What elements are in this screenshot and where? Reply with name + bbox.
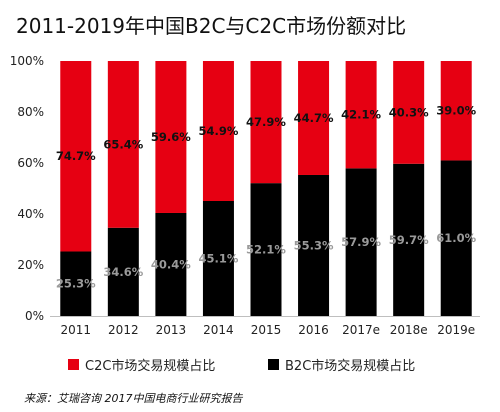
data-label-b2c: 61.0% — [436, 231, 476, 245]
y-tick-label: 20% — [17, 258, 44, 272]
bar-c2c — [345, 61, 377, 169]
bar-b2c — [60, 251, 92, 316]
legend-label-b2c: B2C市场交易规模占比 — [285, 359, 416, 374]
data-label-c2c: 74.7% — [56, 149, 96, 163]
legend-item-b2c: B2C市场交易规模占比 — [268, 355, 415, 374]
x-tick-label: 2018e — [390, 323, 428, 337]
bar-c2c — [60, 61, 92, 252]
bar-b2c — [202, 200, 234, 316]
x-tick-label: 2013 — [156, 323, 187, 337]
y-tick-label: 40% — [17, 207, 44, 221]
x-tick-label: 2016 — [298, 323, 329, 337]
data-label-c2c: 39.0% — [436, 104, 476, 118]
x-tick-label: 2019e — [437, 323, 475, 337]
bar-b2c — [250, 183, 282, 316]
bar-c2c — [298, 61, 330, 175]
legend-swatch-b2c — [268, 359, 279, 370]
data-label-c2c: 40.3% — [389, 105, 429, 119]
data-label-b2c: 34.6% — [103, 265, 143, 279]
y-tick-label: 60% — [17, 156, 44, 170]
data-label-b2c: 57.9% — [341, 235, 381, 249]
data-label-b2c: 52.1% — [246, 243, 286, 257]
x-tick-label: 2017e — [342, 323, 380, 337]
bar-c2c — [155, 61, 187, 213]
bar-b2c — [155, 212, 187, 316]
data-label-b2c: 40.4% — [151, 257, 191, 271]
data-label-c2c: 59.6% — [151, 130, 191, 144]
data-label-c2c: 42.1% — [341, 108, 381, 122]
y-tick-label: 0% — [25, 309, 44, 323]
bar-c2c — [250, 61, 282, 184]
bar-b2c — [393, 163, 425, 316]
data-label-c2c: 44.7% — [294, 111, 334, 125]
data-label-c2c: 54.9% — [198, 124, 238, 138]
x-tick-label: 2011 — [61, 323, 92, 337]
data-label-b2c: 59.7% — [389, 233, 429, 247]
legend-label-c2c: C2C市场交易规模占比 — [85, 359, 216, 374]
bar-c2c — [440, 61, 472, 161]
legend-swatch-c2c — [68, 359, 79, 370]
bar-b2c — [345, 168, 377, 316]
y-tick-label: 80% — [17, 105, 44, 119]
x-tick-label: 2015 — [251, 323, 282, 337]
data-label-b2c: 45.1% — [198, 251, 238, 265]
source-note: 来源：艾瑞咨询 2017中国电商行业研究报告 — [24, 392, 243, 405]
bar-c2c — [107, 61, 139, 228]
x-tick-label: 2012 — [108, 323, 139, 337]
y-tick-label: 100% — [10, 54, 44, 68]
legend-item-c2c: C2C市场交易规模占比 — [68, 355, 215, 374]
bar-b2c — [107, 227, 139, 316]
data-label-b2c: 25.3% — [56, 277, 96, 291]
bar-b2c — [440, 160, 472, 316]
x-tick-label: 2014 — [203, 323, 234, 337]
bar-c2c — [393, 61, 425, 164]
data-label-c2c: 65.4% — [103, 137, 143, 151]
bar-b2c — [298, 174, 330, 316]
chart-title: 2011-2019年中国B2C与C2C市场份额对比 — [16, 14, 407, 38]
data-label-c2c: 47.9% — [246, 115, 286, 129]
bar-c2c — [202, 61, 234, 201]
data-label-b2c: 55.3% — [294, 238, 334, 252]
